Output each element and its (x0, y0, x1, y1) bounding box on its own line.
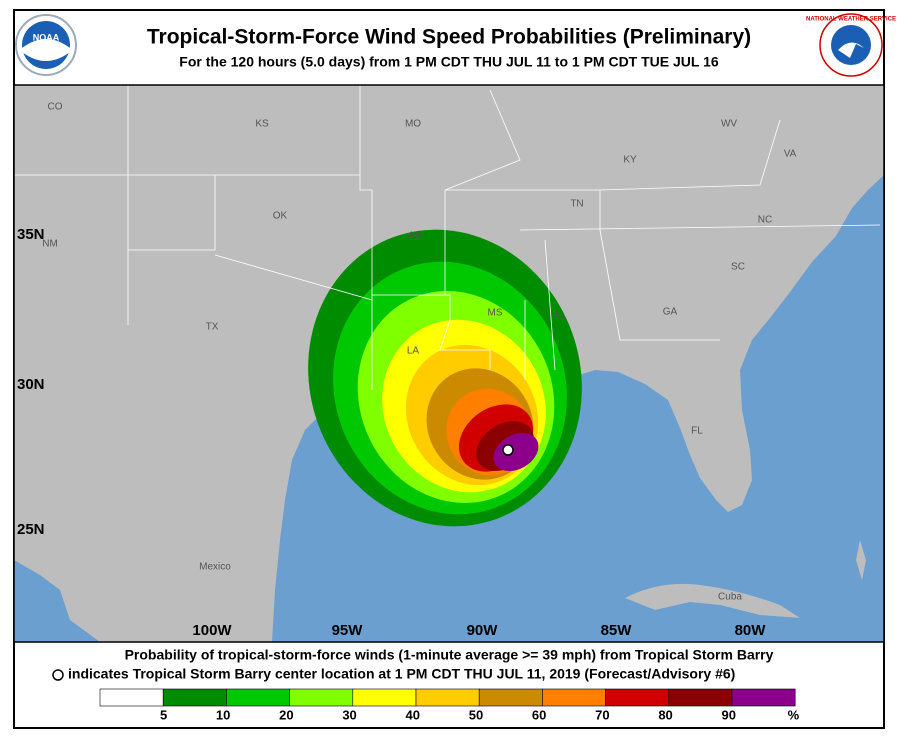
logo-text: NOAA (33, 32, 60, 42)
probability-band (493, 433, 539, 471)
lon-label: 95W (332, 622, 364, 639)
legend-swatch (542, 688, 606, 707)
lon-label: 85W (601, 622, 633, 639)
storm-center (502, 444, 514, 456)
nws-logo: NATIONAL WEATHER SERVICE (806, 13, 896, 77)
region-label: WV (721, 119, 737, 130)
region-label: TX (206, 322, 219, 333)
region-label: FL (691, 426, 703, 437)
legend-swatch (478, 688, 543, 707)
region-label: KS (255, 119, 269, 130)
legend-swatch (731, 688, 796, 707)
map-frame (13, 84, 885, 643)
region-label: KY (623, 155, 637, 166)
legend: 5 10 20 30 40 50 60 70 80 90% (99, 688, 800, 722)
legend-unit: % (788, 707, 800, 722)
region-label: MS (488, 308, 503, 319)
region-label: SC (731, 262, 745, 273)
legend-tick-label: 60 (532, 707, 546, 722)
map: CO KS MO WV VA KY OK TN NC AR NM SC MS AL GA TX LA FL Mexi… (14, 85, 884, 642)
legend-tick-label: 5 (160, 707, 167, 722)
center-icon (52, 669, 64, 681)
legend-swatch (415, 688, 480, 707)
title: Tropical-Storm-Force Wind Speed Probabil… (147, 26, 751, 49)
legend-tick-label: 10 (216, 707, 230, 722)
region-label: LA (407, 346, 420, 357)
state-borders (14, 85, 881, 390)
lat-label: 25N (17, 521, 45, 538)
region-label: CO (48, 102, 63, 113)
region-label: AL (554, 311, 567, 322)
region-label: OK (273, 211, 288, 222)
legend-swatch (162, 688, 227, 707)
florida-keys (856, 540, 866, 580)
footer-line: Probability of tropical-storm-force wind… (125, 647, 774, 663)
subtitle: For the 120 hours (5.0 days) from 1 PM C… (179, 54, 719, 70)
region-label: TN (570, 199, 583, 210)
legend-swatch (99, 688, 164, 707)
logo-text: NATIONAL WEATHER SERVICE (806, 17, 896, 23)
legend-swatch (605, 688, 670, 707)
lon-label: 90W (467, 622, 499, 639)
legend-tick-label: 20 (279, 707, 293, 722)
legend-tick-label: 40 (406, 707, 420, 722)
cuba (625, 583, 800, 618)
lat-label: 30N (17, 376, 45, 393)
legend-swatch (289, 688, 354, 707)
region-label: VA (784, 149, 797, 160)
legend-tick-label: 70 (595, 707, 609, 722)
region-label: GA (663, 307, 678, 318)
legend-swatch (668, 688, 733, 707)
region-label: AR (408, 231, 422, 242)
legend-tick-label: 50 (469, 707, 483, 722)
region-label: Cuba (718, 592, 742, 603)
legend-swatch (226, 688, 290, 707)
footer-line: indicates Tropical Storm Barry center lo… (68, 666, 735, 682)
lat-label: 35N (17, 226, 45, 243)
lon-label: 100W (192, 622, 232, 639)
legend-tick-label: 90 (722, 707, 736, 722)
lon-label: 80W (735, 622, 767, 639)
legend-tick-label: 30 (342, 707, 356, 722)
region-label: NM (42, 239, 58, 250)
legend-swatch (352, 688, 417, 707)
region-label: MO (405, 119, 421, 130)
region-label: Mexico (199, 562, 231, 573)
legend-tick-label: 80 (658, 707, 672, 722)
noaa-logo: NOAA (15, 14, 77, 76)
region-label: NC (758, 215, 772, 226)
